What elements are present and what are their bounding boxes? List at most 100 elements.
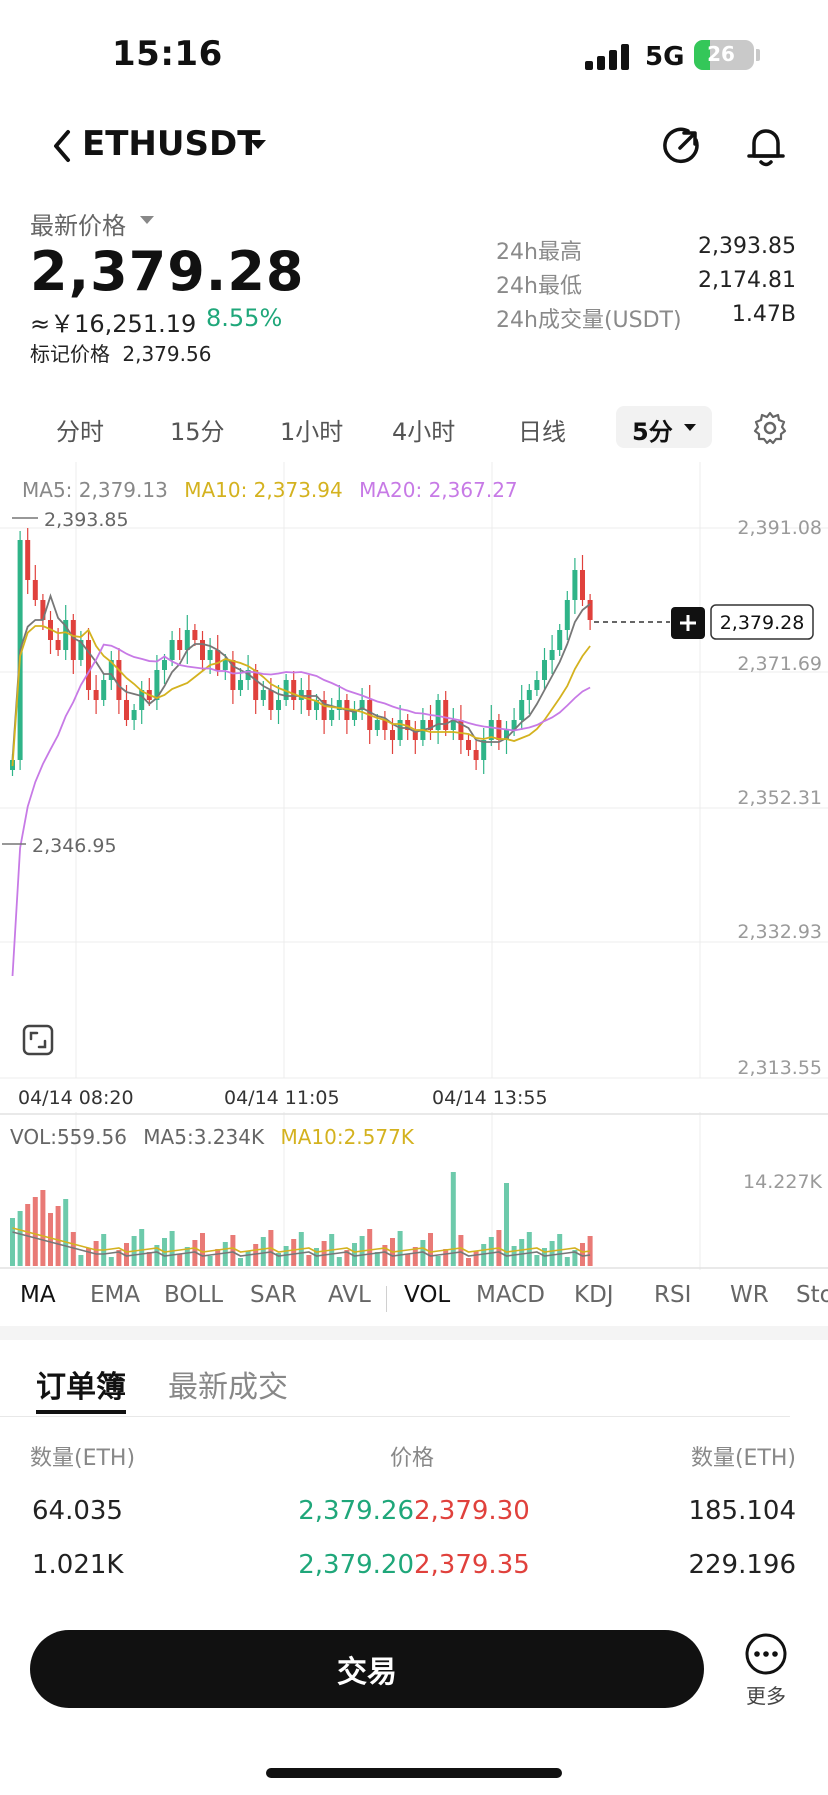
candle-body: [435, 700, 441, 730]
volume-bar: [481, 1244, 487, 1266]
tab-indicator-wr[interactable]: WR: [730, 1282, 769, 1308]
tab-indicator-macd[interactable]: MACD: [476, 1282, 545, 1308]
candle-body: [519, 700, 525, 720]
volume-ma5-line: [12, 1231, 591, 1257]
tab-orderbook-indicator: [36, 1410, 126, 1414]
gear-icon[interactable]: [752, 410, 788, 446]
volume-bar: [238, 1258, 243, 1266]
tab-indicator-rsi[interactable]: RSI: [654, 1282, 692, 1308]
network-label: 5G: [645, 42, 685, 72]
tab-indicator-vol[interactable]: VOL: [404, 1282, 451, 1308]
change-percent: 8.55%: [206, 304, 283, 332]
candle-body: [101, 680, 107, 700]
last-price-tag-label: 2,379.28: [720, 612, 805, 634]
latest-price-label[interactable]: 最新价格: [30, 212, 126, 240]
more-icon[interactable]: [744, 1632, 788, 1676]
more-label[interactable]: 更多: [746, 1684, 786, 1708]
ask-price[interactable]: 2,379.30: [414, 1496, 530, 1526]
y-tick-label: 2,391.08: [737, 517, 822, 539]
y-tick-label: 2,371.69: [737, 653, 822, 675]
candle-body: [352, 710, 357, 720]
bell-icon[interactable]: [744, 122, 788, 170]
volume-bar: [63, 1199, 69, 1266]
tab-orderbook[interactable]: 订单簿: [36, 1370, 126, 1405]
volume-bar: [572, 1250, 578, 1266]
volume-bar: [580, 1243, 585, 1266]
fullscreen-icon[interactable]: [22, 1024, 54, 1056]
volume-bar: [124, 1243, 129, 1266]
candle-body: [260, 690, 266, 700]
candle-body: [230, 660, 236, 690]
mark-price-label: 标记价格: [30, 342, 110, 366]
tab-timeframe-selected[interactable]: 5分: [616, 406, 712, 448]
kline-chart[interactable]: 2,391.08 2,371.69 2,352.31 2,332.93 2,31…: [0, 462, 828, 1270]
volume-bar: [397, 1231, 403, 1266]
candle-body: [63, 620, 69, 650]
volume-bar: [511, 1246, 517, 1266]
candle-body: [488, 720, 494, 740]
volume-bar: [230, 1235, 236, 1266]
pair-title[interactable]: ETHUSDT: [82, 124, 261, 164]
candle-body: [55, 640, 61, 650]
candle-body: [405, 720, 411, 730]
bid-price[interactable]: 2,379.26: [298, 1496, 414, 1526]
volume-bar: [169, 1231, 175, 1266]
volume-bar: [116, 1250, 122, 1266]
volume-bar: [40, 1190, 46, 1266]
candle-body: [238, 680, 243, 690]
tab-indicator-sar[interactable]: SAR: [250, 1282, 297, 1308]
pair-dropdown-icon[interactable]: [250, 140, 266, 149]
tab-timeframe[interactable]: 15分: [170, 418, 225, 446]
volume-bar: [253, 1244, 259, 1266]
candle-body: [222, 660, 228, 670]
tab-indicator-ema[interactable]: EMA: [90, 1282, 141, 1308]
ask-price[interactable]: 2,379.35: [414, 1550, 530, 1580]
share-icon[interactable]: [660, 124, 704, 168]
tab-indicator-avl[interactable]: AVL: [328, 1282, 371, 1308]
candle-body: [215, 650, 221, 670]
signal-icon: [585, 42, 631, 70]
volume-bar: [367, 1229, 373, 1266]
stat-volume: 24h成交量(USDT) 1.47B: [496, 302, 796, 334]
x-tick-label: 04/14 11:05: [224, 1087, 340, 1109]
tab-indicator-boll[interactable]: BOLL: [164, 1282, 224, 1308]
candle-body: [200, 640, 205, 660]
candle-body: [587, 600, 593, 620]
tab-indicator-kdj[interactable]: KDJ: [574, 1282, 614, 1308]
indicator-bar: MA EMA BOLL SAR AVL VOL MACD KDJ RSI WR …: [0, 1276, 828, 1316]
back-icon[interactable]: [48, 126, 78, 166]
candle-body: [359, 700, 365, 710]
ask-qty: 229.196: [688, 1550, 796, 1580]
volume-bar: [177, 1254, 183, 1266]
timeframe-bar: 分时 15分 1小时 4小时 日线 5分: [0, 404, 828, 454]
y-tick-label: 2,352.31: [737, 787, 822, 809]
tab-timeframe[interactable]: 分时: [56, 418, 104, 446]
candle-body: [184, 630, 190, 650]
tab-timeframe[interactable]: 日线: [518, 418, 566, 446]
tab-indicator-ma[interactable]: MA: [20, 1282, 56, 1308]
ma20-line: [11, 643, 591, 977]
tab-latest-trades[interactable]: 最新成交: [168, 1370, 288, 1405]
candle-body: [78, 640, 84, 660]
volume-bar: [428, 1233, 433, 1266]
stat-value: 2,393.85: [698, 234, 796, 259]
bid-price[interactable]: 2,379.20: [298, 1550, 414, 1580]
candle-body: [124, 700, 129, 720]
candle-body: [32, 580, 38, 600]
x-tick-label: 04/14 13:55: [432, 1087, 548, 1109]
volume-bar: [306, 1255, 312, 1266]
tab-timeframe[interactable]: 4小时: [392, 418, 456, 446]
trade-button[interactable]: 交易: [30, 1630, 704, 1708]
candle-body: [549, 650, 555, 660]
tab-timeframe[interactable]: 1小时: [280, 418, 344, 446]
tab-indicator-sto[interactable]: Sto: [796, 1282, 828, 1308]
volume-bar: [25, 1204, 31, 1266]
status-time: 15:16: [112, 34, 223, 74]
volume-bar: [321, 1241, 327, 1266]
latest-price-dropdown-icon[interactable]: [140, 216, 154, 224]
candle-body: [70, 620, 76, 660]
volume-bar: [458, 1235, 464, 1266]
candle-body: [93, 690, 99, 700]
ma5-legend: MA5: 2,379.13: [22, 478, 168, 502]
candle-body: [86, 640, 91, 690]
